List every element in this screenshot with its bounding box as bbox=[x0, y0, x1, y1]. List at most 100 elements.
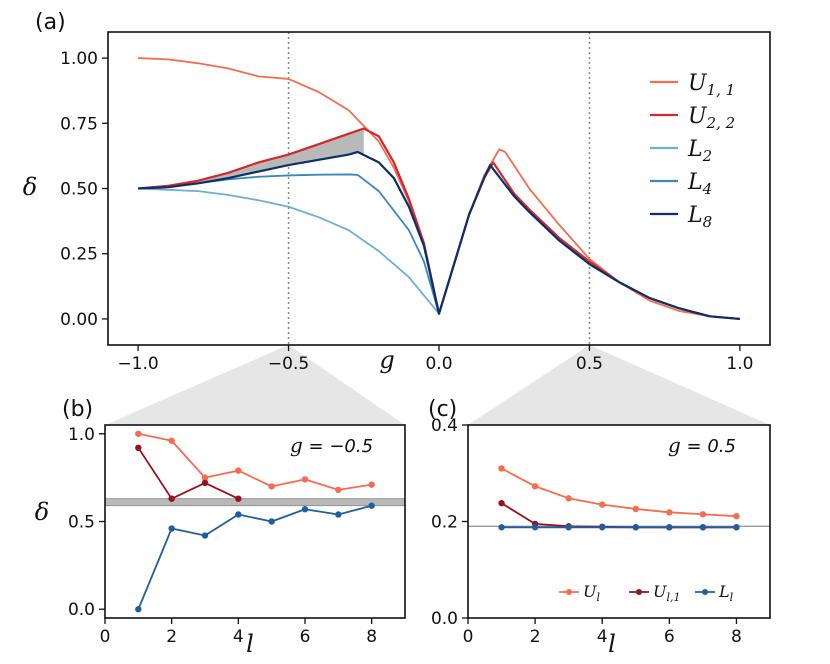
data-point-ul bbox=[531, 483, 539, 490]
data-point-ul1 bbox=[235, 495, 242, 502]
legend-entry: L4 bbox=[687, 170, 712, 198]
plot-area-a bbox=[108, 32, 770, 345]
data-point-ul bbox=[135, 430, 142, 437]
x-tick-label: 2 bbox=[166, 627, 177, 647]
data-point-ul bbox=[168, 437, 175, 444]
data-point-ul bbox=[498, 465, 505, 472]
legend-entry: Ll bbox=[718, 582, 734, 604]
series-line-ul bbox=[501, 467, 737, 518]
legend-entry: Ul bbox=[583, 582, 600, 604]
x-tick-label: 6 bbox=[664, 627, 675, 647]
data-point-ll bbox=[368, 502, 375, 509]
y-axis-label: δ bbox=[23, 173, 37, 201]
bound-gap-shading bbox=[183, 128, 364, 186]
legend-entry: Ul,1 bbox=[653, 582, 681, 604]
y-tick-label: 0.5 bbox=[68, 513, 95, 533]
data-point-ul1 bbox=[135, 444, 142, 452]
data-point-ul bbox=[368, 481, 375, 488]
data-point-ul bbox=[201, 474, 209, 481]
plot-area-c bbox=[468, 425, 770, 618]
g-annotation-value: = 0.5 bbox=[681, 436, 736, 457]
series-line-ul1 bbox=[137, 447, 239, 500]
y-tick-label: 0.2 bbox=[431, 513, 458, 533]
y-tick-label: 0.0 bbox=[431, 609, 458, 629]
x-tick-label: 1.0 bbox=[726, 354, 753, 374]
x-tick-label: 8 bbox=[366, 627, 377, 647]
data-point-ll bbox=[599, 524, 606, 531]
data-point-ll bbox=[531, 524, 539, 531]
g-annotation-var: g bbox=[668, 433, 681, 457]
data-point-ul1 bbox=[168, 495, 175, 502]
legend-marker-ul bbox=[566, 589, 572, 595]
data-point-ul bbox=[565, 495, 572, 502]
y-tick-label: 0.50 bbox=[60, 180, 98, 200]
legend-base: U bbox=[653, 582, 667, 601]
y-tick-label: 0.75 bbox=[60, 114, 98, 134]
panel-label-b: (b) bbox=[62, 397, 93, 422]
x-tick-label: 0 bbox=[100, 627, 111, 647]
data-point-ul bbox=[235, 467, 242, 474]
data-point-ll bbox=[301, 506, 309, 513]
zoom-wedge-b bbox=[105, 345, 405, 425]
zoom-wedge-c bbox=[468, 345, 770, 425]
data-point-ul bbox=[335, 486, 342, 494]
data-point-ll bbox=[201, 532, 209, 539]
y-tick-label: 0.0 bbox=[68, 600, 95, 620]
panel-a-axes bbox=[108, 32, 770, 345]
legend-subscript: 1, 1 bbox=[707, 81, 736, 99]
g-annotation-value: = −0.5 bbox=[303, 436, 373, 457]
legend-subscript: l,1 bbox=[666, 591, 680, 604]
y-tick-label: 0.4 bbox=[431, 416, 458, 436]
legend-marker-ul1 bbox=[636, 589, 642, 595]
reference-band bbox=[104, 498, 406, 507]
legend-entry: U1, 1 bbox=[688, 71, 735, 99]
legend-subscript: 4 bbox=[702, 180, 713, 198]
legend-base: L bbox=[718, 582, 730, 601]
panel-label-a: (a) bbox=[35, 10, 66, 35]
legend-base: L bbox=[687, 203, 703, 228]
data-point-ll bbox=[666, 524, 673, 531]
panel-label-c: (c) bbox=[428, 397, 457, 422]
data-point-ll bbox=[335, 511, 342, 518]
y-tick-label: 0.00 bbox=[60, 310, 98, 330]
x-tick-label: 4 bbox=[233, 627, 244, 647]
data-point-ll bbox=[168, 525, 175, 532]
legend-entry: L8 bbox=[687, 203, 712, 231]
data-point-ll bbox=[733, 524, 740, 531]
data-point-ll bbox=[699, 524, 707, 531]
y-axis-label: δ bbox=[35, 498, 49, 526]
data-point-ul bbox=[268, 483, 275, 490]
panel-c-axes bbox=[468, 425, 770, 618]
y-tick-label: 1.0 bbox=[68, 425, 95, 445]
y-tick-label: 0.25 bbox=[60, 245, 98, 265]
legend-entry: U2, 2 bbox=[688, 104, 735, 132]
legend-base: U bbox=[688, 104, 708, 129]
legend-subscript: 8 bbox=[703, 213, 713, 231]
data-point-ul bbox=[666, 509, 673, 516]
legend-subscript: 2, 2 bbox=[706, 114, 736, 132]
x-tick-label: 4 bbox=[597, 627, 608, 647]
data-point-ll bbox=[235, 511, 242, 518]
y-tick-label: 1.00 bbox=[60, 49, 98, 69]
data-point-ll bbox=[268, 518, 275, 525]
data-point-ul bbox=[733, 512, 740, 520]
x-tick-label: −1.0 bbox=[117, 354, 158, 374]
x-tick-label: 0 bbox=[463, 627, 474, 647]
series-line-ul bbox=[138, 432, 372, 491]
x-tick-label: 0.5 bbox=[576, 354, 603, 374]
data-point-ul bbox=[599, 501, 606, 508]
data-point-ll bbox=[135, 606, 142, 613]
x-tick-label: −0.5 bbox=[268, 354, 309, 374]
legend-subscript: l bbox=[730, 591, 734, 604]
plot-area-b bbox=[105, 425, 405, 618]
panel-b-axes bbox=[105, 425, 405, 618]
x-tick-label: 0.0 bbox=[425, 354, 452, 374]
data-point-ll bbox=[632, 524, 639, 531]
data-point-ul1 bbox=[201, 479, 209, 487]
x-axis-label: l bbox=[608, 630, 616, 658]
g-annotation-var: g bbox=[290, 433, 303, 457]
x-axis-label: l bbox=[246, 630, 254, 658]
data-point-ul bbox=[699, 511, 707, 518]
data-point-ll bbox=[498, 524, 505, 531]
data-point-ul1 bbox=[498, 499, 505, 507]
